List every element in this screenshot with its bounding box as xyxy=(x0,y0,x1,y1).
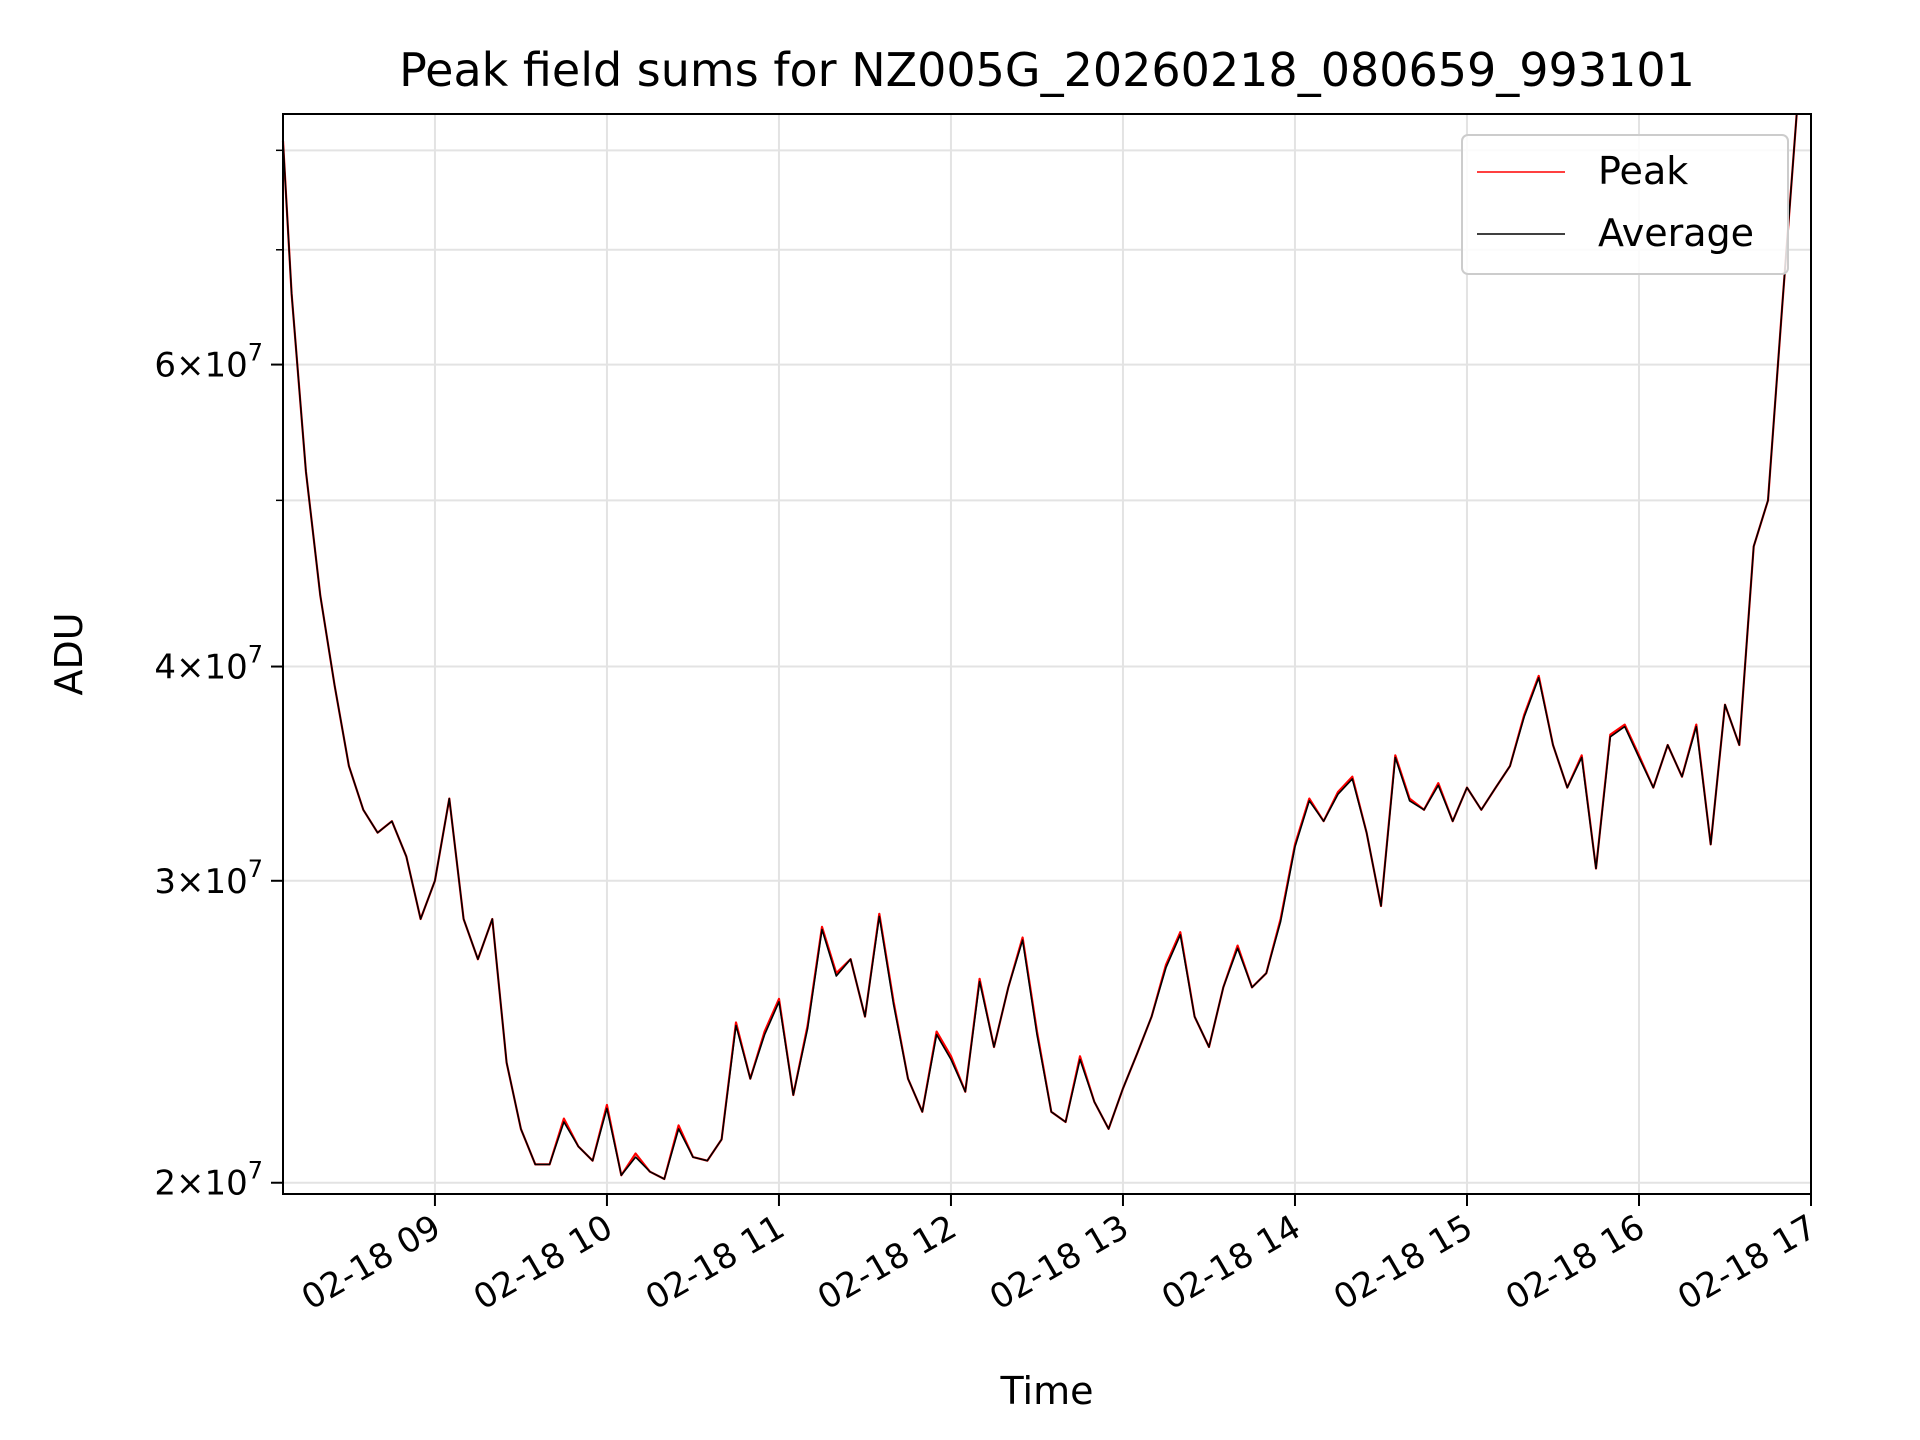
series-lines xyxy=(281,113,1798,1181)
legend-label-peak: Peak xyxy=(1598,149,1688,193)
legend: Peak Average xyxy=(1461,134,1789,275)
y-tick-label: 2×107 xyxy=(154,1157,263,1204)
legend-label-average: Average xyxy=(1598,211,1754,255)
y-tick-label: 6×107 xyxy=(154,339,263,386)
series-line-average xyxy=(282,113,1798,1180)
y-axis-ticks: 2×107 3×107 4×107 6×107 xyxy=(154,149,283,1204)
y-tick-label: 3×107 xyxy=(154,855,263,902)
legend-box xyxy=(1461,134,1789,275)
y-tick-label: 4×107 xyxy=(154,641,263,688)
plot-frame xyxy=(282,113,1812,1195)
chart-title: Peak field sums for NZ005G_20260218_0806… xyxy=(399,43,1695,97)
plot-area xyxy=(283,114,1811,1194)
y-axis-label: ADU xyxy=(47,612,91,695)
x-axis-label: Time xyxy=(1000,1369,1094,1413)
